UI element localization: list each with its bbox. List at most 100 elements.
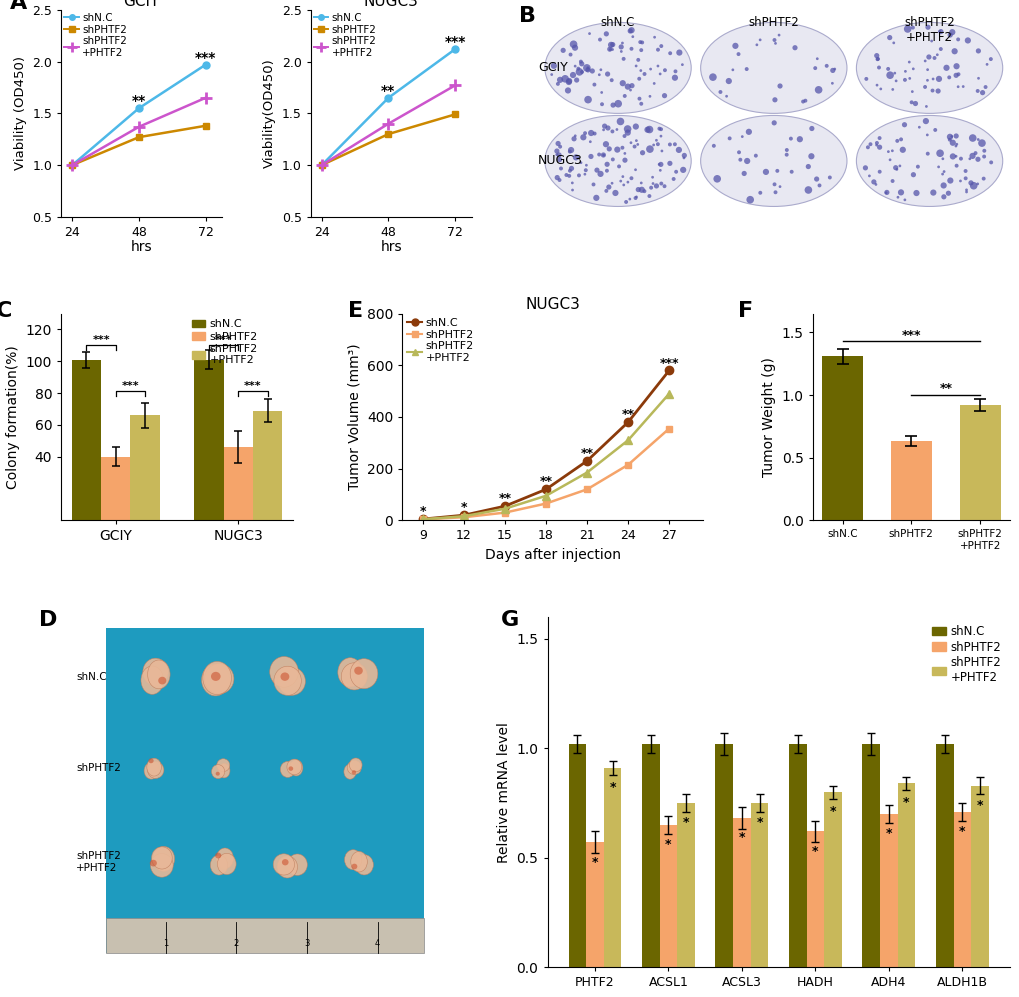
Point xyxy=(959,33,975,49)
Ellipse shape xyxy=(211,765,224,779)
Point xyxy=(867,138,883,154)
Point xyxy=(543,67,559,83)
Point xyxy=(671,45,687,61)
Point xyxy=(620,174,636,190)
Point xyxy=(925,50,942,66)
Point xyxy=(565,67,581,83)
Point xyxy=(577,163,593,178)
Point xyxy=(623,41,639,57)
Point xyxy=(597,26,613,42)
Point xyxy=(676,150,692,166)
Point xyxy=(766,184,783,200)
Point xyxy=(556,71,573,87)
Point xyxy=(943,129,959,145)
Point xyxy=(821,169,838,185)
Ellipse shape xyxy=(202,664,229,696)
Point xyxy=(615,88,632,104)
Text: G: G xyxy=(500,610,519,630)
Ellipse shape xyxy=(158,677,166,685)
Point xyxy=(907,96,923,112)
Point xyxy=(884,35,901,51)
Bar xyxy=(71,360,101,520)
Point xyxy=(661,137,678,153)
Point xyxy=(800,182,816,198)
Point xyxy=(548,147,565,163)
Title: NUGC3: NUGC3 xyxy=(364,0,418,9)
Ellipse shape xyxy=(278,667,305,695)
Point xyxy=(899,21,915,37)
Y-axis label: Tumor Volume (mm³): Tumor Volume (mm³) xyxy=(347,344,361,491)
X-axis label: hrs: hrs xyxy=(380,240,401,254)
Ellipse shape xyxy=(700,116,846,206)
Point xyxy=(592,62,608,78)
Point xyxy=(974,170,990,186)
Ellipse shape xyxy=(210,855,227,875)
Point xyxy=(765,176,782,192)
Point xyxy=(604,37,621,53)
X-axis label: hrs: hrs xyxy=(130,240,152,254)
Point xyxy=(559,83,576,99)
Point xyxy=(957,170,973,186)
Point xyxy=(865,173,881,189)
Legend: shN.C, shPHTF2, shPHTF2
+PHTF2: shN.C, shPHTF2, shPHTF2 +PHTF2 xyxy=(314,13,376,58)
Point xyxy=(561,144,578,160)
Point xyxy=(599,66,615,82)
Point xyxy=(646,29,662,45)
Bar xyxy=(603,768,621,967)
Text: B: B xyxy=(519,6,535,26)
Point xyxy=(579,62,595,78)
Bar xyxy=(586,842,603,967)
Point xyxy=(926,122,943,138)
Point xyxy=(548,143,565,159)
Point xyxy=(930,71,947,87)
Ellipse shape xyxy=(217,759,229,772)
Point xyxy=(917,113,933,129)
Point xyxy=(730,46,746,62)
Point xyxy=(969,43,985,59)
Point xyxy=(783,164,799,179)
Point xyxy=(933,151,950,166)
Point xyxy=(619,121,635,137)
Point xyxy=(650,157,666,172)
Point xyxy=(560,73,577,89)
Ellipse shape xyxy=(355,854,373,875)
Point xyxy=(757,164,773,179)
Point xyxy=(889,189,905,205)
Point xyxy=(949,79,965,95)
Y-axis label: Relative mRNA level: Relative mRNA level xyxy=(496,722,511,862)
Point xyxy=(661,156,678,171)
Point xyxy=(577,126,593,142)
Point xyxy=(641,142,657,158)
Point xyxy=(628,188,644,204)
Text: 1: 1 xyxy=(163,939,168,948)
Point xyxy=(952,151,968,166)
Point xyxy=(629,137,645,153)
Point xyxy=(645,76,661,92)
Point xyxy=(765,32,782,48)
Point xyxy=(674,57,690,73)
Bar xyxy=(659,825,677,967)
Point xyxy=(978,57,995,73)
Point xyxy=(549,136,566,152)
Bar xyxy=(953,812,970,967)
Point xyxy=(823,63,840,79)
Point xyxy=(568,150,584,166)
Point xyxy=(958,184,974,200)
Point xyxy=(887,160,903,175)
Point xyxy=(603,72,620,88)
Point xyxy=(634,35,650,51)
Point xyxy=(888,73,904,89)
Point xyxy=(604,152,621,167)
Point xyxy=(641,188,657,204)
Point xyxy=(870,164,887,179)
Point xyxy=(910,120,926,136)
Point xyxy=(586,126,602,142)
Point xyxy=(545,58,561,74)
Point xyxy=(636,66,652,82)
Text: *: * xyxy=(958,825,965,837)
Point xyxy=(653,143,669,159)
Point xyxy=(652,122,668,138)
Point xyxy=(578,60,594,76)
Point xyxy=(614,75,631,91)
Point xyxy=(930,23,947,39)
